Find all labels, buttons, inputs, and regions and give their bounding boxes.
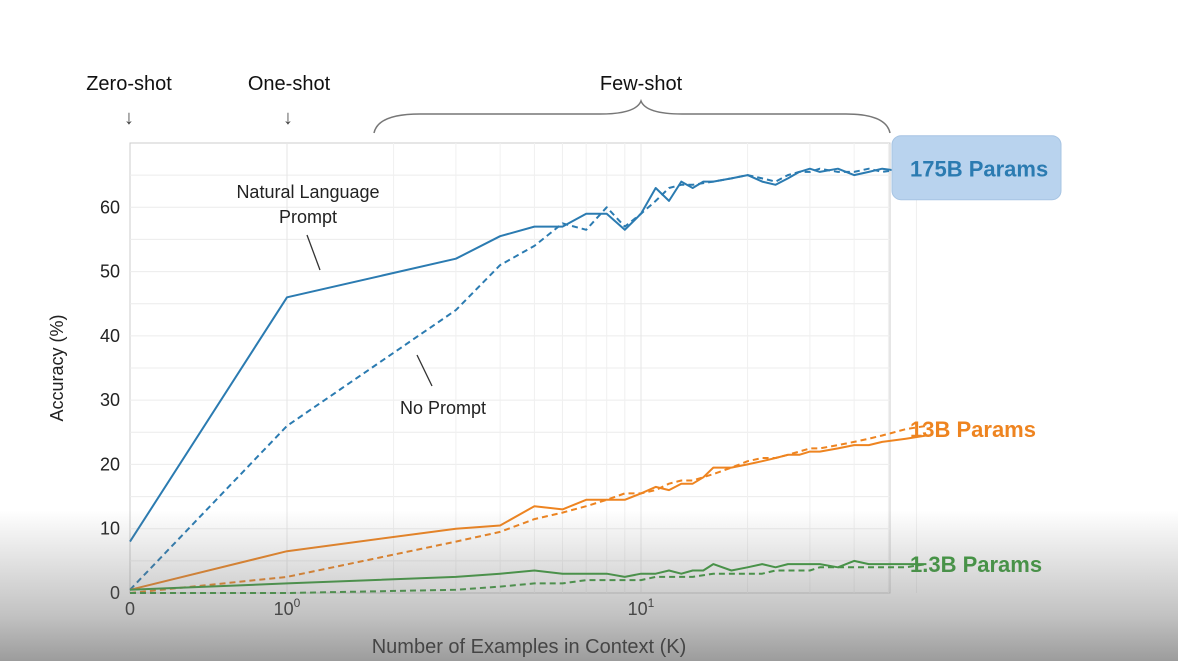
series-line-13B-solid [129,434,927,591]
series-line-1.3B-dashed [130,563,927,594]
y-axis-label: Accuracy (%) [47,314,67,421]
grid [130,143,917,593]
no-prompt-label: No Prompt [400,398,486,418]
natural-language-prompt-pointer [306,234,321,271]
natural-language-prompt-label: Natural Language [236,182,379,202]
y-tick-label: 50 [100,262,120,282]
y-tick-label: 40 [100,326,120,346]
series-label: 175B Params [910,157,1048,182]
y-tick-label: 60 [100,197,120,217]
no-prompt-pointer [416,354,433,387]
series-label: 13B Params [910,417,1036,442]
zero-shot-label: Zero-shot [86,73,172,95]
few-shot-brace [373,98,891,134]
series-label: 1.3B Params [910,552,1042,577]
few-shot-label: Few-shot [600,73,683,95]
y-tick-label: 30 [100,390,120,410]
plot-annotations: Natural Language Prompt No Prompt [236,182,486,418]
natural-language-prompt-label: Prompt [279,207,337,227]
y-axis: 0 10 20 30 40 50 60 [100,197,120,603]
y-tick-label: 0 [110,583,120,603]
y-tick-label: 10 [100,519,120,539]
x-axis-label: Number of Examples in Context (K) [372,636,687,658]
series-line-175B-dashed [129,164,927,591]
series-label-highlight [891,135,1062,201]
series-labels: 175B Params 13B Params 1.3B Params [891,135,1062,577]
x-tick-label: 100 [274,596,301,619]
y-tick-label: 20 [100,454,120,474]
x-tick-exponent: 1 [648,596,655,610]
shot-annotations: Zero-shot ↓ One-shot ↓ Few-shot [86,73,891,134]
series-line-175B-solid [129,164,927,543]
x-tick-label: 0 [125,599,135,619]
series-line-1.3B-solid [129,559,927,591]
one-shot-label: One-shot [248,73,331,95]
one-shot-arrow: ↓ [283,107,293,129]
zero-shot-arrow: ↓ [124,107,134,129]
x-tick-label: 101 [628,596,655,619]
x-axis: 0 100 101 [125,596,655,619]
x-tick-exponent: 0 [294,596,301,610]
